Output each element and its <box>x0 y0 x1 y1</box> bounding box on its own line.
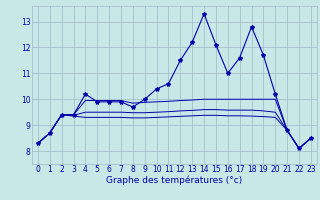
X-axis label: Graphe des températures (°c): Graphe des températures (°c) <box>106 176 243 185</box>
